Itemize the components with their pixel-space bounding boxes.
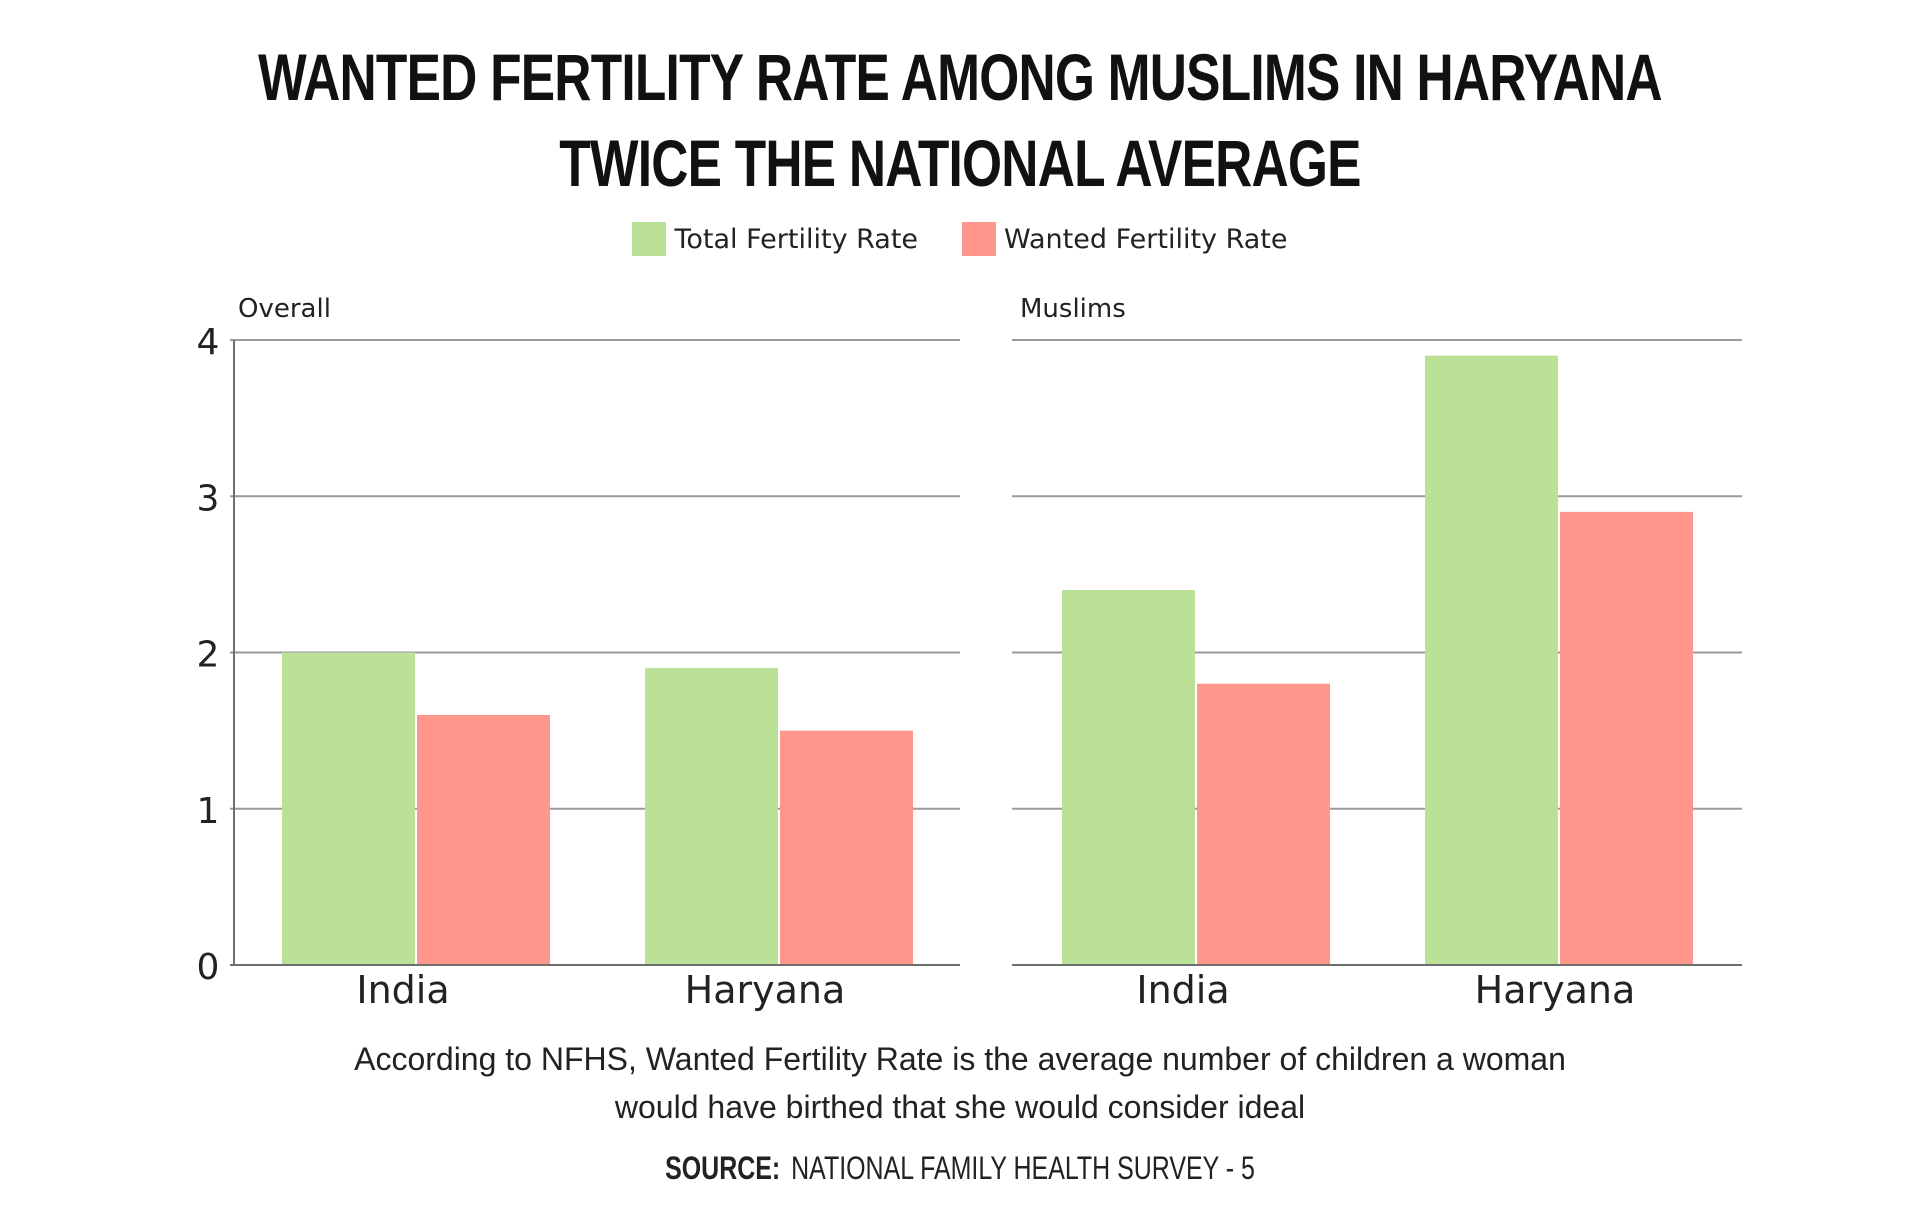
legend-item-total: Total Fertility Rate — [632, 222, 918, 256]
x-label-overall-haryana: Haryana — [685, 968, 846, 1012]
legend: Total Fertility Rate Wanted Fertility Ra… — [0, 222, 1920, 256]
legend-label-total: Total Fertility Rate — [674, 223, 919, 255]
footnote-line-1: According to NFHS, Wanted Fertility Rate… — [354, 1041, 1566, 1077]
source-text: NATIONAL FAMILY HEALTH SURVEY - 5 — [791, 1150, 1255, 1186]
legend-swatch-wanted — [962, 222, 997, 256]
footnote: According to NFHS, Wanted Fertility Rate… — [0, 1035, 1920, 1131]
chart-title: WANTED FERTILITY RATE AMONG MUSLIMS IN H… — [211, 34, 1709, 206]
legend-item-wanted: Wanted Fertility Rate — [962, 222, 1288, 256]
bar-muslims-india-wanted — [1197, 683, 1330, 965]
x-label-overall-india: India — [356, 968, 449, 1012]
source-label: SOURCE: — [665, 1150, 781, 1186]
chart-title-line-1: WANTED FERTILITY RATE AMONG MUSLIMS IN H… — [258, 40, 1662, 114]
bar-muslims-haryana-wanted — [1560, 511, 1693, 965]
legend-swatch-total — [632, 222, 667, 256]
x-label-muslims-haryana: Haryana — [1475, 968, 1636, 1012]
chart-title-line-2: TWICE THE NATIONAL AVERAGE — [559, 126, 1361, 200]
x-label-muslims-india: India — [1136, 968, 1229, 1012]
panel-label-overall: Overall — [238, 294, 331, 324]
bar-overall-india-wanted — [417, 715, 550, 965]
source-line: SOURCE: NATIONAL FAMILY HEALTH SURVEY - 5 — [211, 1150, 1709, 1187]
bar-muslims-haryana-total — [1425, 355, 1558, 965]
y-tick-4: 4 — [197, 322, 220, 363]
bar-muslims-india-total — [1062, 590, 1195, 965]
bar-overall-india-total — [282, 652, 415, 965]
bar-overall-haryana-total — [645, 668, 778, 965]
y-tick-1: 1 — [197, 791, 220, 832]
legend-label-wanted: Wanted Fertility Rate — [1004, 223, 1288, 255]
y-tick-2: 2 — [197, 635, 220, 676]
y-tick-3: 3 — [197, 478, 220, 519]
footnote-line-2: would have birthed that she would consid… — [614, 1089, 1306, 1125]
panel-label-muslims: Muslims — [1020, 294, 1126, 324]
y-tick-0: 0 — [197, 947, 220, 988]
bar-overall-haryana-wanted — [780, 730, 913, 965]
